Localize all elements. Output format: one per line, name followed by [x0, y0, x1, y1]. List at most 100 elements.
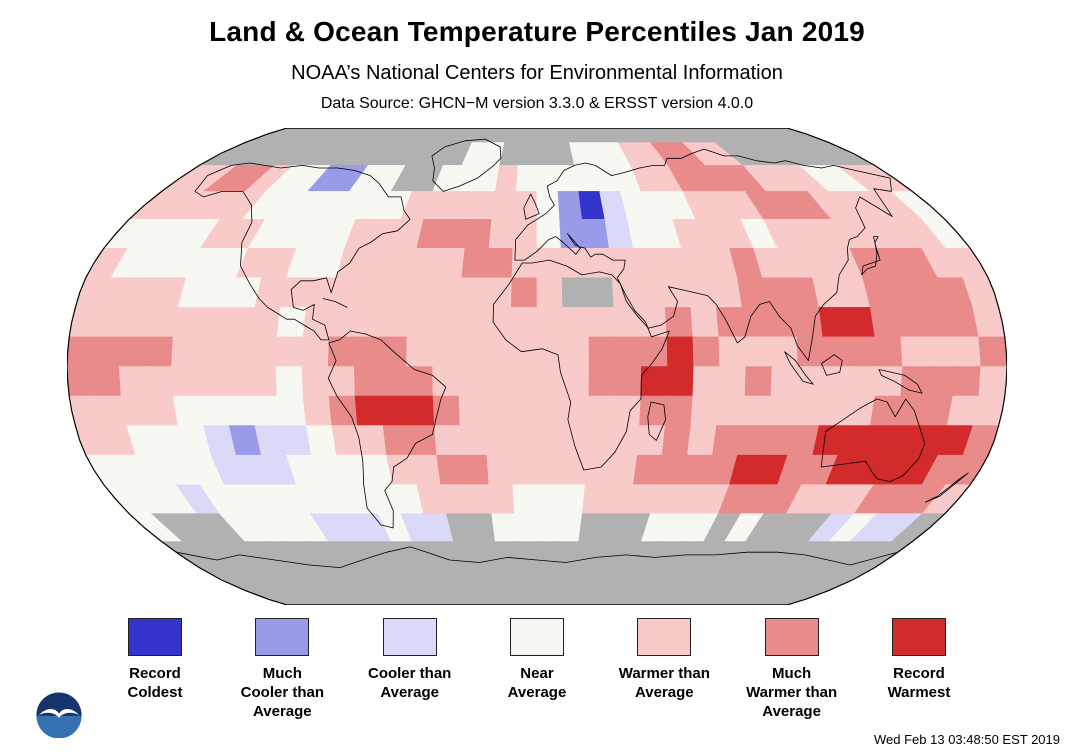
map-cell: [485, 277, 513, 308]
map-cell: [464, 219, 493, 249]
coastline: [492, 259, 670, 471]
map-cell: [511, 454, 538, 485]
map-cell: [513, 513, 538, 542]
map-cell: [587, 307, 616, 338]
map-cell: [564, 590, 587, 605]
map-cell: [744, 336, 773, 367]
map-cell: [408, 277, 438, 308]
map-cell: [484, 366, 512, 397]
legend-swatch: [255, 618, 310, 656]
map-cell: [536, 277, 563, 308]
map-cell: [520, 128, 538, 143]
map-cell: [198, 395, 230, 426]
map-cell: [487, 590, 510, 605]
map-cell: [592, 590, 619, 605]
map-cell: [436, 454, 466, 485]
noaa-logo: [36, 692, 82, 738]
map-cell: [411, 454, 442, 485]
map-cell: [718, 366, 747, 397]
map-cell: [309, 590, 357, 605]
map-cell: [793, 395, 824, 426]
map-cell: [587, 395, 616, 426]
map-cell: [978, 336, 1007, 367]
coastline: [647, 401, 666, 441]
map-cell: [511, 277, 538, 308]
map-cell: [712, 425, 743, 456]
map-cell: [432, 366, 460, 397]
map-cell: [357, 590, 400, 605]
map-cell: [144, 336, 174, 367]
coastline: [327, 330, 447, 529]
map-cell: [275, 336, 304, 367]
map-cell: [844, 395, 876, 426]
map-cell: [550, 590, 570, 605]
map-cell: [848, 366, 877, 397]
map-cell: [354, 395, 384, 426]
coastline: [878, 369, 923, 394]
map-cell: [224, 395, 256, 426]
map-cell: [557, 513, 583, 542]
map-cell: [461, 454, 490, 485]
map-cell: [559, 219, 586, 249]
map-cell: [275, 366, 304, 397]
map-cell: [422, 590, 455, 605]
map-cell: [455, 590, 482, 605]
map-cell: [92, 336, 122, 367]
map-cell: [305, 277, 337, 308]
map-cell: [614, 336, 642, 367]
world-map: [66, 127, 1008, 606]
map-cell: [301, 366, 330, 397]
map-cells-layer: [67, 128, 1007, 605]
map-cell: [557, 191, 583, 220]
coastline: [176, 546, 898, 568]
map-cell: [674, 590, 717, 605]
map-cell: [562, 336, 590, 367]
map-cell: [171, 336, 200, 367]
map-cell: [611, 425, 640, 456]
map-cell: [690, 307, 720, 338]
map-cell: [380, 395, 410, 426]
map-cell: [494, 541, 519, 568]
map-cell: [144, 366, 174, 397]
map-cell: [639, 395, 668, 426]
map-cell: [661, 277, 692, 308]
map-cell: [822, 366, 851, 397]
map-cell: [536, 395, 564, 426]
map-cell: [536, 513, 561, 542]
map-cell: [952, 366, 982, 397]
map-cell: [536, 590, 554, 605]
map-cell: [382, 277, 413, 308]
legend-label: Near Average: [507, 665, 567, 701]
map-cell: [870, 307, 902, 338]
legend-item: Record Coldest: [95, 618, 215, 721]
map-cell: [277, 590, 329, 605]
map-cell: [484, 307, 512, 338]
map-cell: [305, 425, 337, 456]
map-cell: [844, 307, 876, 338]
map-cell: [459, 425, 488, 456]
map-cell: [276, 395, 307, 426]
map-cell: [382, 425, 413, 456]
map-cell: [520, 590, 538, 605]
map-cell: [92, 366, 122, 397]
map-cell: [613, 307, 642, 338]
map-cell: [874, 366, 903, 397]
map-cell: [536, 425, 563, 456]
map-cell: [664, 395, 694, 426]
map-cell: [536, 484, 562, 514]
coastlines-layer: [176, 138, 969, 568]
map-cell: [342, 590, 386, 605]
map-cell: [561, 425, 589, 456]
map-cell: [848, 336, 877, 367]
map-cell: [510, 366, 538, 397]
map-cell: [471, 590, 496, 605]
map-cell: [608, 454, 638, 485]
legend-swatch: [509, 618, 564, 656]
map-cell: [687, 277, 717, 308]
map-cell: [408, 425, 438, 456]
map-cell: [390, 590, 427, 605]
coastline: [821, 354, 843, 376]
map-cell: [198, 307, 230, 338]
map-cell: [486, 454, 514, 485]
legend-item: Warmer than Average: [604, 618, 724, 721]
